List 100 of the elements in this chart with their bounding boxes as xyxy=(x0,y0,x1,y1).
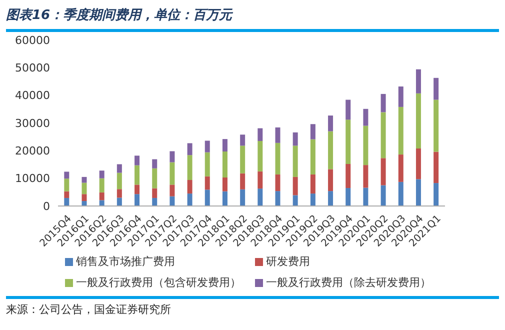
bar xyxy=(152,188,158,198)
bar xyxy=(258,188,263,206)
bar xyxy=(258,128,263,141)
legend-label: 销售及市场推广费用 xyxy=(76,254,175,269)
bar xyxy=(380,112,386,158)
bar xyxy=(275,142,280,174)
bar xyxy=(380,94,386,112)
y-tick-label: 60000 xyxy=(15,34,50,47)
bar xyxy=(116,189,122,198)
bar xyxy=(310,194,316,206)
bar xyxy=(99,178,104,192)
bar xyxy=(99,192,104,200)
bar xyxy=(116,172,122,190)
bar xyxy=(363,126,368,166)
bar xyxy=(134,165,140,185)
bar xyxy=(99,170,104,178)
bar xyxy=(363,108,368,126)
legend-label: 研发费用 xyxy=(266,254,310,269)
bar xyxy=(434,152,439,184)
bar xyxy=(275,127,280,143)
legend-label: 一般及行政费用（包含研发费用） xyxy=(76,275,241,290)
bar xyxy=(152,159,158,168)
bar xyxy=(134,194,140,206)
bar xyxy=(240,146,246,174)
bar xyxy=(398,106,404,155)
bar xyxy=(346,164,351,188)
bar xyxy=(328,116,334,132)
bar xyxy=(240,173,246,190)
bar xyxy=(64,198,70,206)
bar xyxy=(310,124,316,140)
bar xyxy=(434,78,439,100)
chart-title: 图表16：季度期间费用，单位：百万元 xyxy=(5,6,234,25)
y-tick-label: 30000 xyxy=(15,116,50,130)
bar xyxy=(170,184,175,196)
bar xyxy=(204,152,210,176)
bar xyxy=(152,198,158,206)
bar xyxy=(240,189,246,206)
bar xyxy=(416,93,421,148)
bar xyxy=(328,191,334,206)
bar xyxy=(82,176,87,183)
bar xyxy=(398,86,404,107)
bar xyxy=(187,194,192,206)
bar xyxy=(116,198,122,206)
bar xyxy=(363,188,368,206)
bar xyxy=(64,178,70,192)
bar xyxy=(187,180,192,194)
bar xyxy=(187,155,192,180)
bar xyxy=(398,182,404,206)
bar xyxy=(258,171,263,189)
bar xyxy=(82,182,87,194)
bar xyxy=(258,140,263,172)
bar xyxy=(434,100,439,152)
bar xyxy=(346,100,351,120)
bar xyxy=(222,178,228,192)
bar xyxy=(204,190,210,206)
y-tick-label: 40000 xyxy=(15,89,50,102)
bar xyxy=(82,201,87,206)
bar xyxy=(204,140,210,152)
bar xyxy=(222,151,228,178)
bar xyxy=(222,191,228,206)
bar xyxy=(64,172,70,179)
bar xyxy=(82,194,87,202)
bar xyxy=(187,143,192,156)
bar xyxy=(170,162,175,185)
bar xyxy=(64,191,70,198)
bar xyxy=(380,158,386,186)
bar xyxy=(292,146,298,177)
source-note: 来源：公司公告，国金证券研究所 xyxy=(5,302,172,317)
bar xyxy=(328,131,334,170)
bar xyxy=(434,183,439,206)
y-tick-label: 10000 xyxy=(15,172,50,186)
bar xyxy=(275,191,280,206)
bar xyxy=(275,174,280,192)
bar xyxy=(116,164,122,173)
bar xyxy=(204,176,210,190)
bar xyxy=(222,139,228,152)
bar xyxy=(99,200,104,206)
bar xyxy=(170,151,175,162)
bar xyxy=(170,196,175,206)
bar xyxy=(134,184,140,194)
bar xyxy=(292,132,298,146)
bar xyxy=(240,134,246,146)
bar xyxy=(292,195,298,206)
bar xyxy=(416,179,421,206)
bar xyxy=(416,148,421,180)
bar xyxy=(152,168,158,188)
bar xyxy=(398,154,404,182)
bar xyxy=(134,156,140,166)
bar xyxy=(346,120,351,164)
y-tick-label: 50000 xyxy=(15,62,50,75)
bar xyxy=(346,188,351,206)
bar xyxy=(380,185,386,206)
bar xyxy=(310,139,316,174)
y-tick-label: 0 xyxy=(43,200,50,213)
legend-label: 一般及行政费用（除去研发费用） xyxy=(266,275,431,290)
bar xyxy=(416,69,421,94)
bar xyxy=(363,165,368,188)
bar xyxy=(292,176,298,196)
bar xyxy=(328,169,334,192)
bar xyxy=(310,174,316,194)
